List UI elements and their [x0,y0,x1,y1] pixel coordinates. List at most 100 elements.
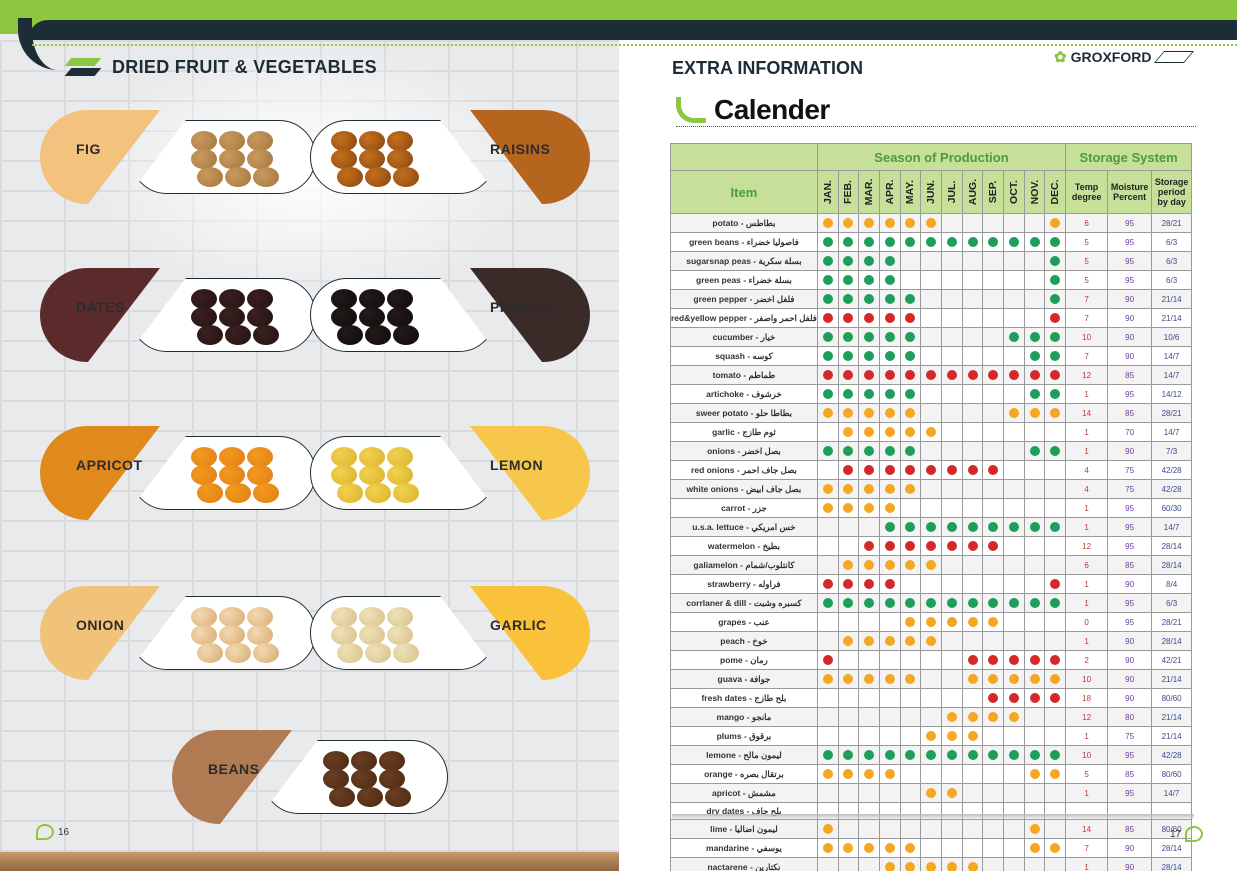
month-cell [878,422,901,442]
month-cell [982,745,1005,765]
month-cell [899,479,922,499]
season-dot [843,673,854,684]
month-cell [878,574,901,594]
season-dot [843,464,854,475]
month-cell [1044,819,1067,840]
season-dot [1050,749,1061,760]
season-dot [864,749,875,760]
month-cell [899,650,922,670]
month-cell [816,251,839,271]
temp-cell: 6 [1065,555,1109,575]
moisture-cell: 85 [1107,403,1153,423]
month-cell [837,327,860,347]
month-cell [816,270,839,290]
month-cell [940,365,963,385]
month-cell [1003,251,1025,271]
food-piece [219,465,245,485]
storage-cell: 6/3 [1151,270,1193,290]
food-piece [351,751,377,771]
season-dot [946,464,957,475]
storage-cell: 42/28 [1151,479,1193,499]
season-dot [905,369,916,380]
month-cell [878,289,901,309]
month-cell [1003,232,1025,252]
month-cell [837,688,860,708]
table-row: red&yellow pepper - فلفل احمر واصفر 7 90 21… [670,308,1193,328]
food-piece [247,465,273,485]
food-piece [253,325,279,345]
month-cell [1003,308,1025,328]
food-piece [323,769,349,789]
season-dot [905,521,916,532]
month-cell [899,574,922,594]
month-cell [1003,441,1025,461]
season-dot [905,464,916,475]
season-dot [1029,388,1040,399]
month-cell [1023,707,1046,727]
temp-cell: 5 [1065,251,1109,271]
month-cell [858,441,880,461]
food-piece [219,607,245,627]
season-dot [864,388,875,399]
month-cell [1044,384,1067,404]
season-dot [905,388,916,399]
food-piece [387,289,413,309]
season-dot [1050,217,1061,228]
moisture-cell: 85 [1107,555,1153,575]
storage-col-header: Temp degree [1065,170,1109,214]
temp-cell: 12 [1065,365,1109,385]
season-dot [822,236,833,247]
table-row: orange - برتقال بصره 5 85 80/60 [670,764,1193,784]
season-dot [864,597,875,608]
season-dot [988,692,999,703]
month-cell [940,707,963,727]
storage-cell: 14/7 [1151,783,1193,803]
month-cell [837,403,860,423]
month-cell [920,783,942,803]
temp-cell: 1 [1065,384,1109,404]
season-dot [967,861,978,871]
table-row: sugarsnap peas - بسلة سكرية 5 95 6/3 [670,251,1193,271]
season-dot [967,616,978,627]
food-piece [393,325,419,345]
month-cell [899,270,922,290]
storage-cell: 60/30 [1151,498,1193,518]
month-cell [940,289,963,309]
fruit-label: GARLIC [490,617,547,633]
season-dot [926,217,937,228]
season-dot [884,293,895,304]
moisture-cell: 75 [1107,726,1153,746]
month-cell [982,612,1005,632]
month-cell [1023,555,1046,575]
fruit-label: RAISINS [490,141,551,157]
month-cell [816,819,839,840]
month-cell [940,688,963,708]
item-name: fresh dates - بلح طازج [670,688,818,708]
season-dot [988,654,999,665]
month-cell [1003,517,1025,537]
month-cell [920,838,942,859]
season-dot [1050,842,1061,853]
item-name: mango - مانجو [670,707,818,727]
season-dot [864,445,875,456]
month-cell [1023,669,1046,689]
food-piece [359,289,385,309]
temp-cell: 1 [1065,574,1109,594]
month-cell [816,403,839,423]
season-dot [1050,388,1061,399]
month-cell [1003,327,1025,347]
season-dot [905,842,916,853]
season-dot [926,426,937,437]
temp-cell: 18 [1065,688,1109,708]
food-piece [331,307,357,327]
month-label: JUN. [925,180,938,204]
season-dot [905,236,916,247]
season-dot [822,445,833,456]
month-cell [920,498,942,518]
month-cell [940,612,963,632]
food-piece [191,131,217,151]
storage-cell: 28/14 [1151,631,1193,651]
month-cell [1003,460,1025,480]
month-cell [920,745,942,765]
color-arc [40,426,160,520]
